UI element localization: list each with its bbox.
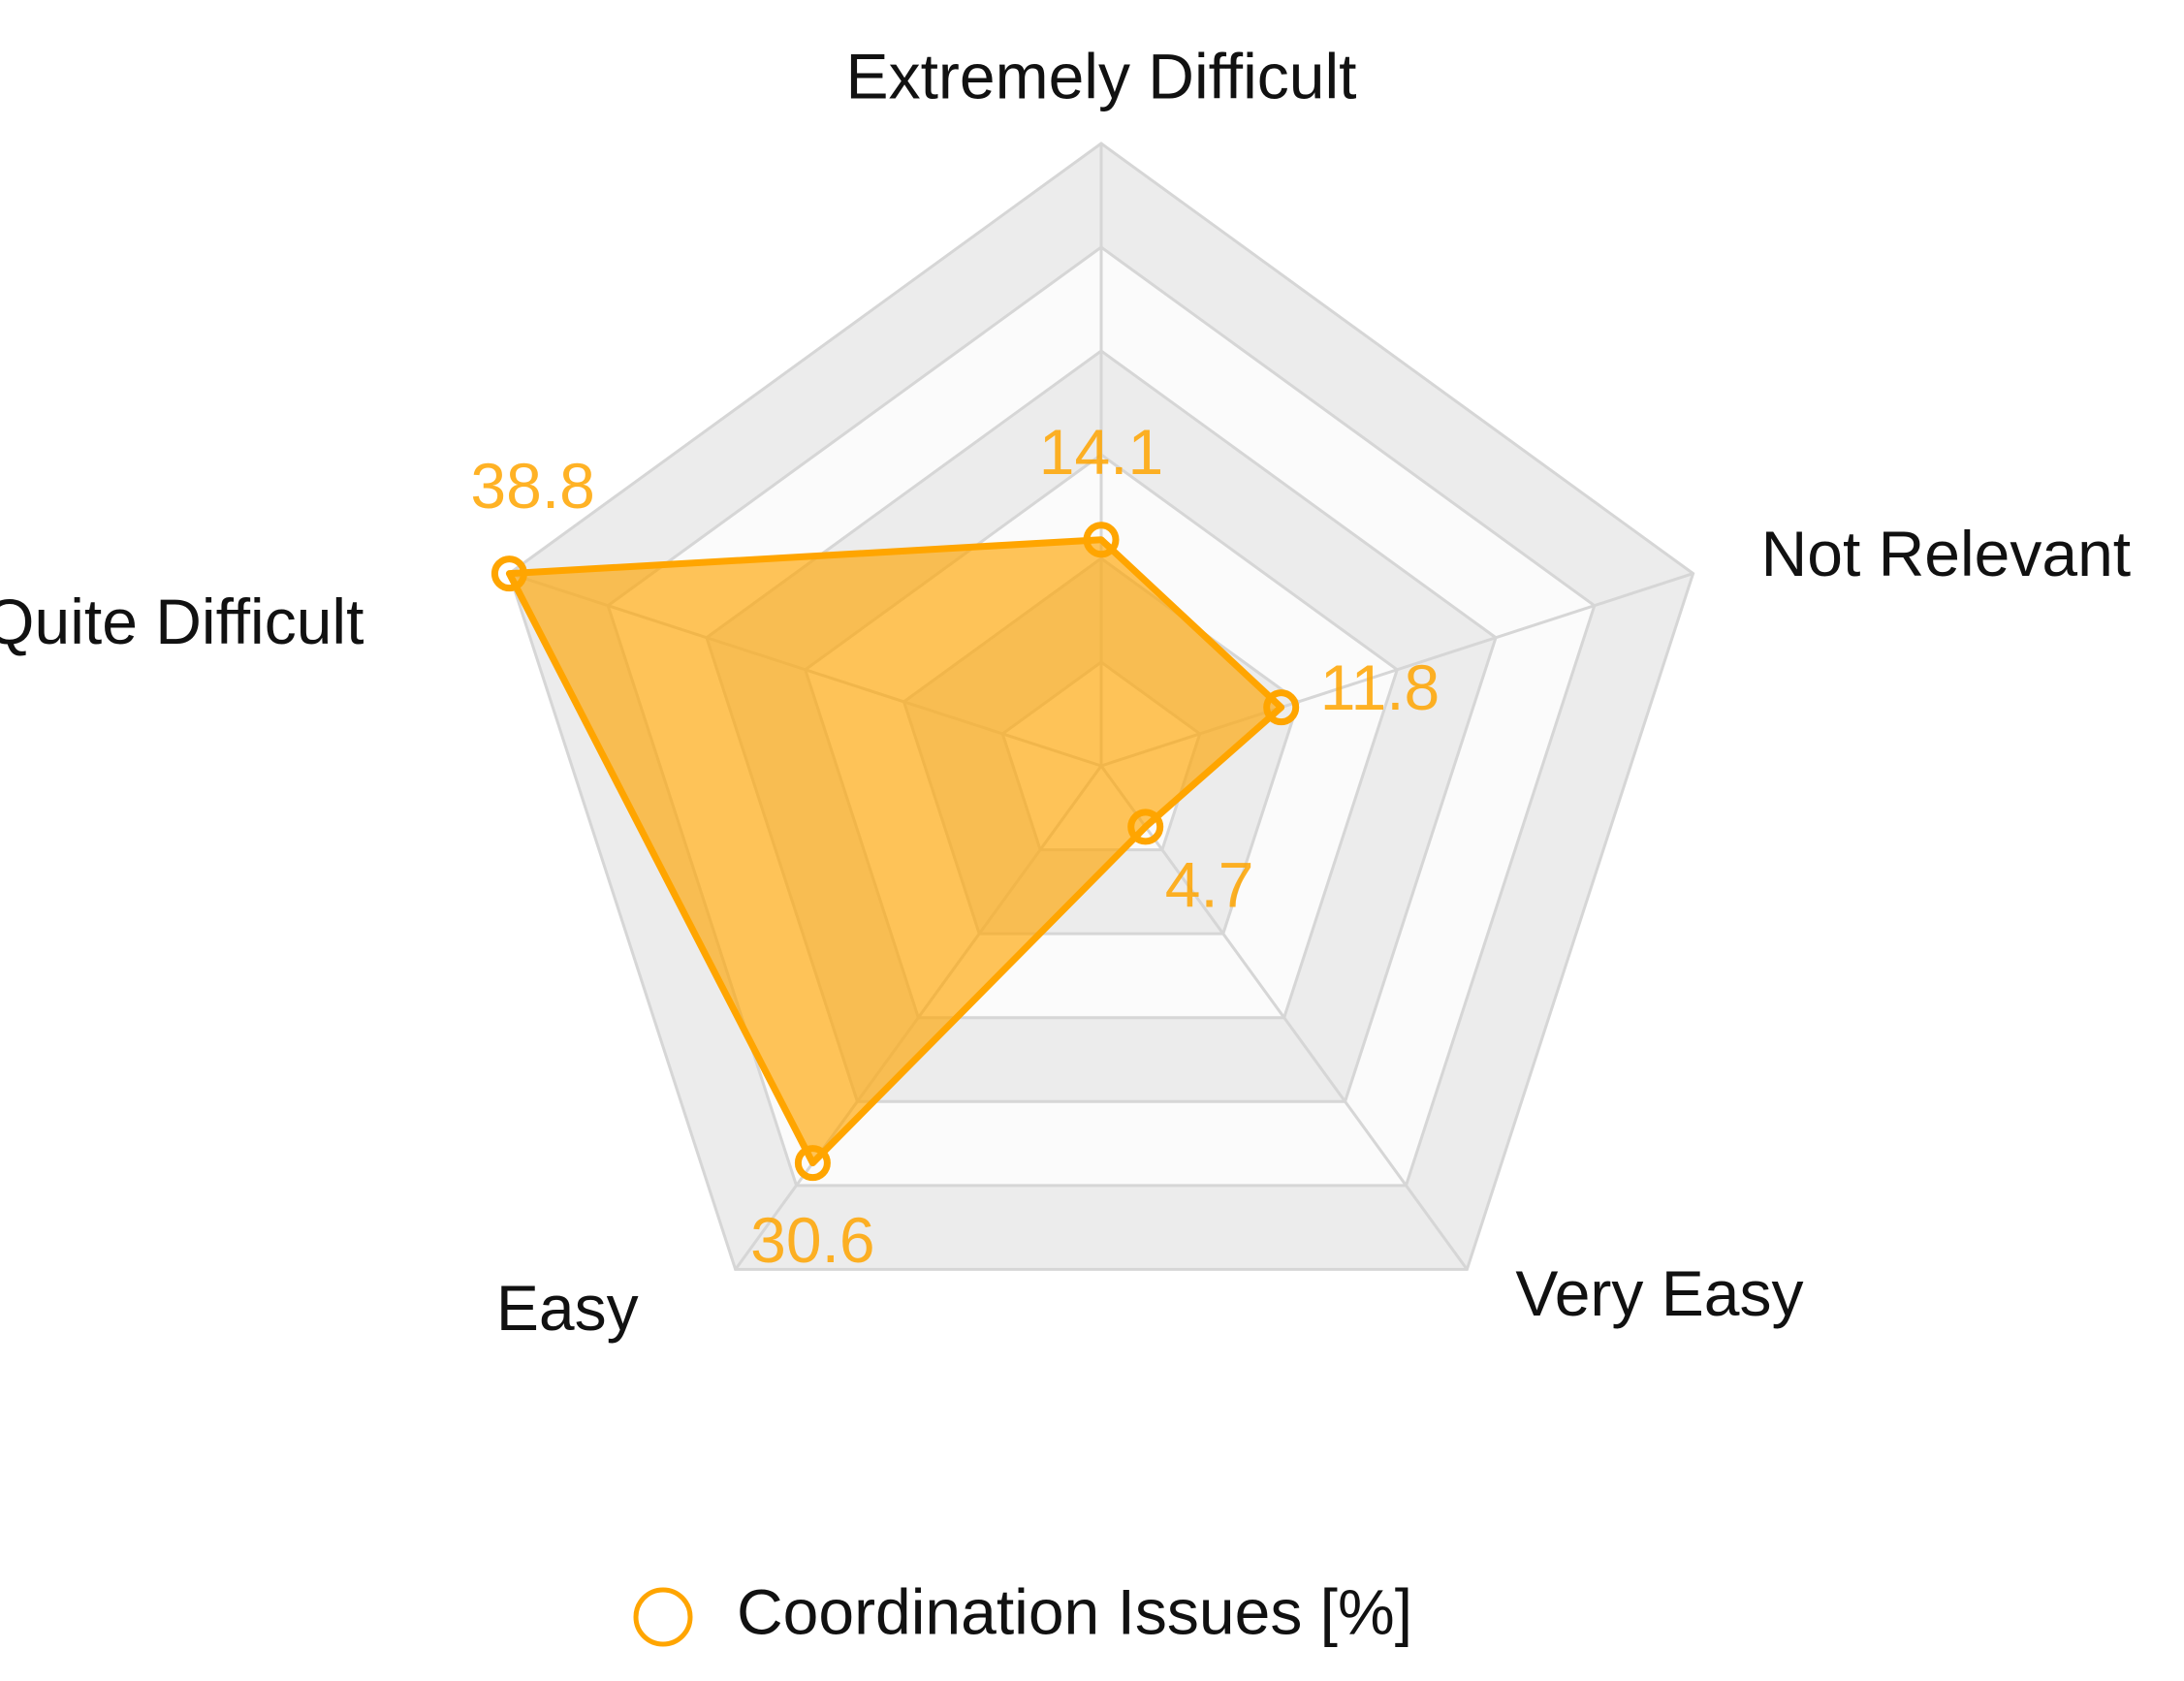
value-label: 14.1 bbox=[1039, 416, 1163, 488]
axis-label: Not Relevant bbox=[1761, 518, 2132, 589]
value-label: 11.8 bbox=[1320, 651, 1440, 723]
data-point bbox=[1127, 809, 1164, 845]
value-label: 30.6 bbox=[750, 1204, 874, 1276]
radar-area bbox=[505, 536, 1285, 1167]
data-point bbox=[1083, 522, 1120, 558]
value-label: 38.8 bbox=[470, 450, 594, 522]
axis-label: Very Easy bbox=[1515, 1257, 1803, 1329]
axis-label: Quite Difficult bbox=[0, 586, 364, 657]
spoke bbox=[1099, 765, 1469, 1271]
legend-label: Coordination Issues [%] bbox=[737, 1575, 1412, 1647]
data-point bbox=[794, 1145, 831, 1182]
data-point bbox=[491, 555, 527, 592]
axis-label: Easy bbox=[496, 1272, 639, 1344]
value-label: 4.7 bbox=[1165, 848, 1254, 920]
legend-marker bbox=[633, 1587, 693, 1647]
axis-label: Extremely Difficult bbox=[846, 40, 1357, 111]
data-point bbox=[1263, 689, 1300, 726]
